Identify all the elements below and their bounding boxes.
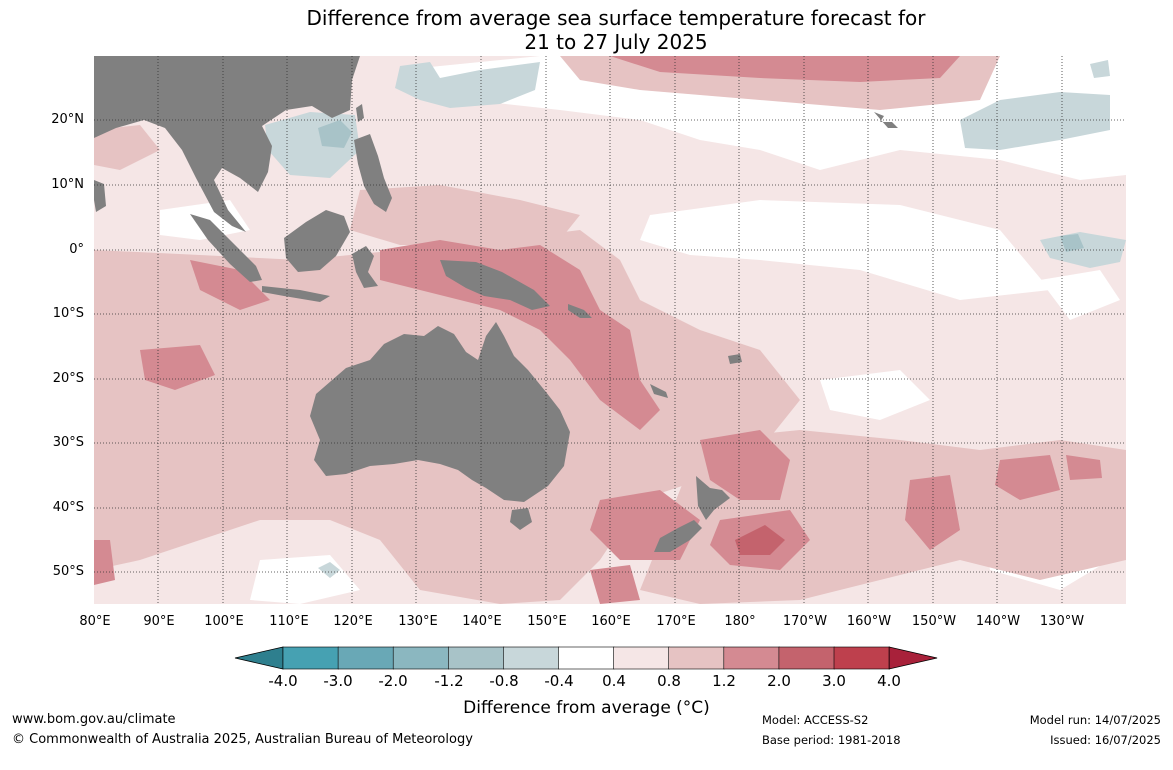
borneo xyxy=(284,210,350,272)
colorbar-tick: 2.0 xyxy=(767,672,791,690)
lon-label: 180° xyxy=(724,614,756,629)
issued-date: Issued: 16/07/2025 xyxy=(1050,733,1161,747)
title-line-1: Difference from average sea surface temp… xyxy=(306,6,926,30)
lat-label: 20°N xyxy=(51,112,84,127)
model-run-date: Model run: 14/07/2025 xyxy=(1029,713,1161,727)
colorbar-tick: -4.0 xyxy=(268,672,298,690)
colorbar-segments xyxy=(234,646,938,670)
colorbar-tick: 1.2 xyxy=(712,672,736,690)
lat-label: 10°N xyxy=(51,177,84,192)
lon-label: 100°E xyxy=(204,614,244,629)
colorbar-label: Difference from average (°C) xyxy=(463,698,710,718)
new-zealand-north xyxy=(696,476,730,520)
lon-label: 150°W xyxy=(911,614,957,629)
lon-label: 120°E xyxy=(333,614,373,629)
new-caledonia xyxy=(650,384,668,398)
sri-lanka-india-tip xyxy=(94,180,106,212)
colorbar-segment xyxy=(447,646,505,670)
colorbar-segment xyxy=(337,646,395,670)
asia-mainland xyxy=(94,56,360,232)
colorbar-segment xyxy=(833,646,890,670)
colorbar-tick: 3.0 xyxy=(822,672,846,690)
new-zealand-south xyxy=(654,520,702,552)
colorbar-tick: -2.0 xyxy=(378,672,408,690)
lat-label: 40°S xyxy=(52,500,84,515)
hawaii xyxy=(874,112,898,128)
lon-label: 140°W xyxy=(975,614,1021,629)
lon-label: 130°W xyxy=(1039,614,1085,629)
lon-label: 80°E xyxy=(79,614,111,629)
colorbar-segment xyxy=(503,646,560,670)
colorbar-extend-high xyxy=(888,646,938,670)
website-url[interactable]: www.bom.gov.au/climate xyxy=(12,712,176,727)
strong-warm-regions xyxy=(735,525,785,555)
philippines xyxy=(354,134,392,212)
colorbar-extend-low xyxy=(234,646,284,670)
taiwan xyxy=(356,104,364,122)
colorbar-segment xyxy=(613,646,670,670)
lon-label: 160°E xyxy=(591,614,631,629)
sst-anomaly-map xyxy=(94,56,1126,604)
tasmania xyxy=(510,508,532,530)
lon-label: 130°E xyxy=(398,614,438,629)
model-name: Model: ACCESS-S2 xyxy=(762,713,869,727)
colorbar-tick: 0.8 xyxy=(657,672,681,690)
java xyxy=(262,286,330,302)
title-line-2: 21 to 27 July 2025 xyxy=(524,30,708,54)
colorbar-tick: -0.4 xyxy=(544,672,574,690)
lon-label: 90°E xyxy=(143,614,175,629)
cool-anomaly-regions xyxy=(265,60,1126,578)
colorbar xyxy=(234,646,938,670)
colorbar-segment xyxy=(778,646,835,670)
lon-label: 140°E xyxy=(462,614,502,629)
solomon-islands xyxy=(568,304,592,318)
chart-title: Difference from average sea surface temp… xyxy=(0,6,1173,54)
colorbar-segment xyxy=(723,646,780,670)
lon-label: 160°W xyxy=(846,614,892,629)
colorbar-tick: 0.4 xyxy=(602,672,626,690)
colorbar-segment xyxy=(282,646,339,670)
land-masses xyxy=(94,56,898,552)
copyright-notice: © Commonwealth of Australia 2025, Austra… xyxy=(12,732,473,747)
sulawesi xyxy=(352,246,378,288)
lat-label: 50°S xyxy=(52,564,84,579)
lon-label: 170°W xyxy=(782,614,828,629)
gridlines xyxy=(94,56,1126,604)
colorbar-segment xyxy=(558,646,615,670)
colorbar-tick: -0.8 xyxy=(489,672,519,690)
lat-label: 20°S xyxy=(52,371,84,386)
lat-label: 30°S xyxy=(52,435,84,450)
lon-label: 110°E xyxy=(269,614,309,629)
australia xyxy=(310,322,570,502)
fiji xyxy=(728,354,742,364)
colorbar-segment xyxy=(668,646,725,670)
new-guinea xyxy=(440,260,550,310)
moderate-cool-regions xyxy=(318,120,1084,252)
base-period: Base period: 1981-2018 xyxy=(762,733,901,747)
lat-label: 10°S xyxy=(52,306,84,321)
lon-label: 170°E xyxy=(656,614,696,629)
colorbar-tick: 4.0 xyxy=(877,672,901,690)
colorbar-tick: -3.0 xyxy=(323,672,353,690)
colorbar-tick: -1.2 xyxy=(434,672,464,690)
colorbar-segment xyxy=(392,646,450,670)
sumatra xyxy=(190,214,262,282)
lon-label: 150°E xyxy=(527,614,567,629)
lat-label: 0° xyxy=(69,242,84,257)
